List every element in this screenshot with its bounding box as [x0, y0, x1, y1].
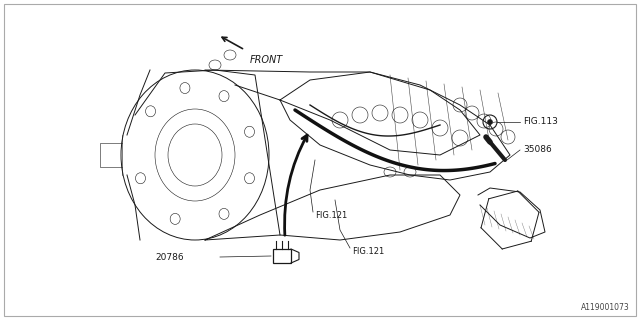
Text: FIG.121: FIG.121	[352, 247, 384, 257]
Text: FIG.113: FIG.113	[523, 117, 558, 126]
Text: 20786: 20786	[155, 252, 184, 261]
Text: FRONT: FRONT	[250, 55, 284, 65]
Text: A119001073: A119001073	[581, 303, 630, 312]
Ellipse shape	[488, 119, 493, 124]
Text: FIG.121: FIG.121	[315, 211, 348, 220]
Text: 35086: 35086	[523, 146, 552, 155]
Bar	[273, 249, 291, 263]
